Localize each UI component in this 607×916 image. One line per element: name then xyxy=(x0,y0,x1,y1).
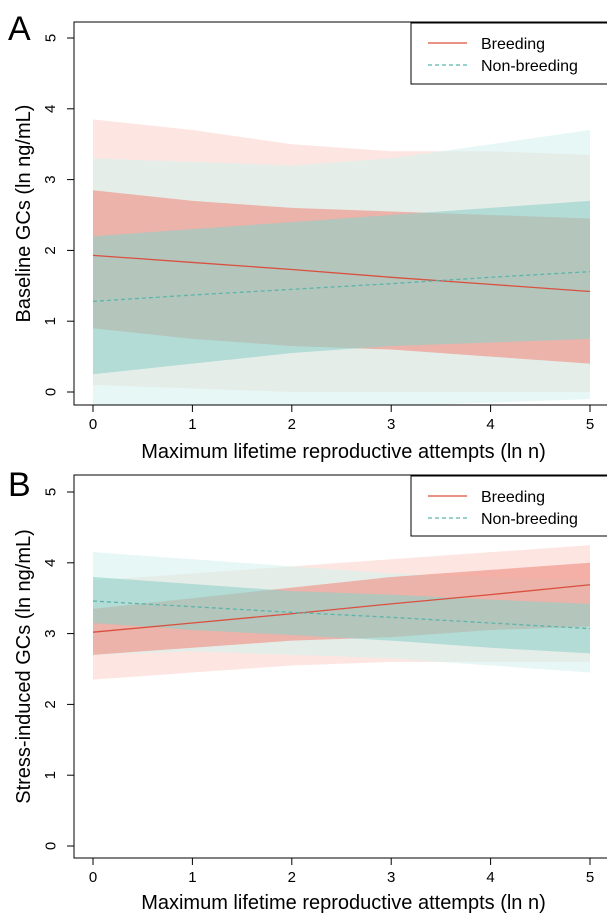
legend-label: Breeding xyxy=(481,489,545,506)
series-line-non-breeding xyxy=(92,600,591,630)
x-tick-label: 5 xyxy=(586,869,594,886)
legend: Breeding Non-breeding xyxy=(410,475,607,537)
y-tick-label: 3 xyxy=(42,629,59,637)
x-tick-label: 2 xyxy=(288,869,296,886)
y-axis-title: Stress-induced GCs (ln ng/mL) xyxy=(13,529,35,804)
legend-box xyxy=(410,475,607,537)
y-tick-label: 4 xyxy=(42,105,59,113)
y-tick-label: 5 xyxy=(42,488,59,496)
legend-label: Non-breeding xyxy=(481,511,578,528)
panel-letter: B xyxy=(8,466,31,504)
x-tick-label: 3 xyxy=(387,869,395,886)
x-tick-label: 2 xyxy=(288,416,296,433)
chart-panel-a: 0 1 2 3 4 5 0 1 2 3 4 5 Maximum lifetime reproductiv… xyxy=(8,10,607,463)
bands-group xyxy=(92,119,591,405)
y-tick-label: 4 xyxy=(42,559,59,567)
y-axis: 0 1 2 3 4 5 xyxy=(42,34,75,396)
x-tick-label: 4 xyxy=(486,869,494,886)
chart-panel-b: 0 1 2 3 4 5 0 1 2 3 4 5 Maximum lifetime reproductiv… xyxy=(8,466,607,914)
y-tick-label: 1 xyxy=(42,771,59,779)
y-axis: 0 1 2 3 4 5 xyxy=(42,488,75,850)
x-tick-label: 5 xyxy=(586,416,594,433)
x-tick-label: 3 xyxy=(387,416,395,433)
legend-label: Non-breeding xyxy=(481,58,578,75)
y-tick-label: 0 xyxy=(42,842,59,850)
legend-box xyxy=(410,22,607,85)
panel-letter: A xyxy=(8,10,31,48)
x-tick-label: 1 xyxy=(188,869,196,886)
x-tick-label: 0 xyxy=(89,869,97,886)
y-tick-label: 1 xyxy=(42,317,59,325)
series-line-breeding xyxy=(92,254,591,293)
x-axis: 0 1 2 3 4 5 xyxy=(89,404,594,433)
y-tick-label: 3 xyxy=(42,175,59,183)
legend-label: Breeding xyxy=(481,36,545,53)
band-inner-non-breeding xyxy=(93,200,590,375)
bands-group xyxy=(92,545,591,680)
x-axis-title: Maximum lifetime reproductive attempts (… xyxy=(141,892,546,914)
x-axis-title: Maximum lifetime reproductive attempts (… xyxy=(141,441,546,463)
x-tick-label: 4 xyxy=(486,416,494,433)
legend: Breeding Non-breeding xyxy=(410,22,607,85)
y-tick-label: 0 xyxy=(42,388,59,396)
y-axis-title: Baseline GCs (ln ng/mL) xyxy=(13,105,35,323)
x-axis: 0 1 2 3 4 5 xyxy=(89,857,594,886)
y-tick-label: 2 xyxy=(42,700,59,708)
series-line-breeding xyxy=(92,584,591,633)
series-line-non-breeding xyxy=(92,270,591,303)
y-tick-label: 2 xyxy=(42,246,59,254)
y-tick-label: 5 xyxy=(42,34,59,42)
x-tick-label: 0 xyxy=(89,416,97,433)
x-tick-label: 1 xyxy=(188,416,196,433)
